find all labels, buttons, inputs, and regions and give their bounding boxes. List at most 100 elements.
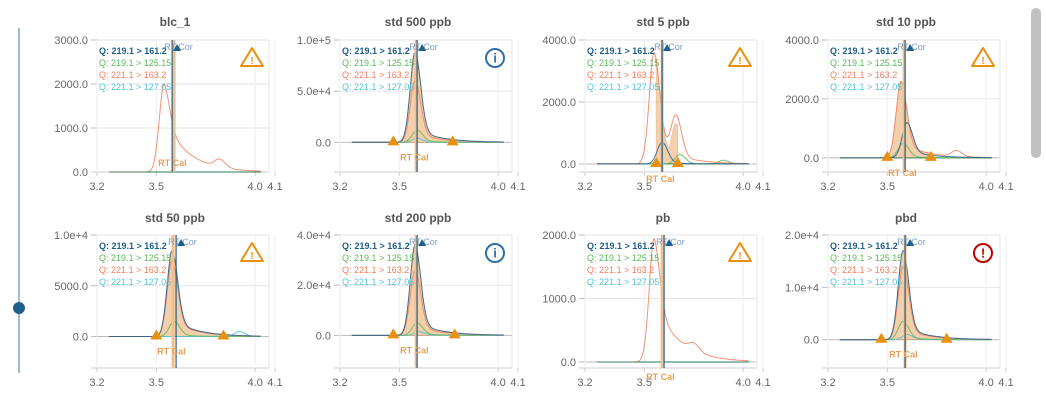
integrated-area	[886, 81, 932, 159]
x-tick-label: 4.1	[267, 181, 282, 193]
chart-panel: blc_1 3000.0 2000.0 1000.0 0.03.2 3.5 4.0 4.1 RT…	[54, 15, 282, 193]
chart-title: std 500 ppb	[385, 15, 452, 29]
legend-item: Q: 221.1 > 127.05	[587, 277, 659, 287]
x-tick-label: 3.2	[820, 181, 835, 193]
y-tick-label: 0.0	[804, 153, 819, 165]
y-tick-label: 2000.0	[542, 230, 576, 242]
integration-boundary-marker	[446, 135, 459, 146]
integration-boundary-marker	[150, 329, 163, 340]
x-tick-label: 4.1	[998, 181, 1013, 193]
x-tick-label: 4.1	[510, 181, 525, 193]
warning-glyph: !	[250, 251, 253, 262]
x-tick-label: 3.5	[149, 181, 164, 193]
vertical-scrollbar[interactable]	[1029, 0, 1043, 402]
info-icon: i	[485, 48, 505, 68]
rt-cal-label: RT Cal	[888, 168, 917, 178]
rt-cor-marker	[177, 239, 186, 246]
legend-item: Q: 219.1 > 125.15	[99, 58, 171, 68]
integration-boundary-marker	[671, 156, 684, 167]
y-tick-label: 4000.0	[542, 35, 576, 47]
rt-cal-label: RT Cal	[646, 372, 675, 382]
trace-line	[839, 121, 992, 159]
legend-item: Q: 221.1 > 127.05	[99, 277, 171, 287]
trace-line	[108, 249, 261, 337]
legend-item: Q: 219.1 > 161.2	[587, 46, 655, 56]
x-tick-label: 3.2	[820, 377, 835, 389]
legend-item: Q: 221.1 > 127.05	[99, 82, 171, 92]
status-circle	[973, 243, 993, 263]
x-tick-label: 4.0	[248, 181, 263, 193]
chart-panel: std 5 ppb 4000.0 2000.0 0.03.2 3.5 4.0 4.1 RT C…	[542, 15, 770, 193]
rt-cor-marker	[663, 44, 672, 51]
trace-line	[351, 51, 504, 143]
y-tick-label: 2.0e+4	[785, 230, 819, 242]
x-tick-label: 4.0	[736, 377, 751, 389]
x-tick-label: 4.1	[755, 181, 770, 193]
y-tick-label: 3000.0	[54, 35, 88, 47]
x-tick-label: 3.5	[392, 377, 407, 389]
charts-canvas: blc_1 3000.0 2000.0 1000.0 0.0 3.2 3.5 4.0 4.1 RT…	[54, 15, 1014, 389]
x-tick-label: 3.5	[392, 181, 407, 193]
legend-item: Q: 221.1 > 127.05	[830, 82, 902, 92]
y-tick-label: 5000.0	[54, 281, 88, 293]
status-circle	[485, 243, 505, 263]
warning-triangle	[240, 47, 264, 67]
x-tick-label: 3.5	[637, 377, 652, 389]
x-tick-label: 4.0	[248, 377, 263, 389]
y-tick-label: 4.0e+4	[297, 230, 331, 242]
rt-cal-label: RT Cal	[400, 152, 429, 162]
x-tick-label: 4.1	[267, 377, 282, 389]
y-tick-label: 1.0e+4	[54, 230, 88, 242]
legend-item: Q: 219.1 > 125.15	[342, 58, 414, 68]
rt-cor-marker	[665, 239, 674, 246]
info-glyph: i	[493, 51, 497, 66]
y-tick-label: 2000.0	[54, 79, 88, 91]
status-circle	[485, 48, 505, 68]
chart-title: pb	[656, 211, 671, 225]
warning-glyph: !	[981, 56, 984, 67]
x-tick-label: 3.5	[637, 181, 652, 193]
trace-line	[839, 249, 992, 341]
integration-boundary-marker	[387, 135, 400, 146]
y-tick-label: 4000.0	[785, 35, 819, 47]
chart-panel: std 10 ppb 4000.0 2000.0 0.0 3.2 3.5 4.0 4.1 RT …	[785, 15, 1013, 193]
scrollbar-thumb[interactable]	[1031, 8, 1041, 158]
warning-triangle	[728, 242, 752, 262]
trace-line	[351, 244, 504, 336]
x-tick-label: 3.2	[89, 377, 104, 389]
y-tick-label: 1.0e+5	[297, 35, 331, 47]
x-tick-label: 4.0	[979, 377, 994, 389]
integration-boundary-marker	[448, 328, 461, 339]
legend-item: Q: 221.1 > 163.2	[342, 265, 409, 275]
sample-slider-handle[interactable]	[13, 302, 25, 314]
chart-title: blc_1	[160, 15, 191, 29]
x-tick-label: 3.2	[332, 377, 347, 389]
rt-cor-marker	[173, 44, 182, 51]
chart-title: std 200 ppb	[385, 211, 452, 225]
info-icon: i	[485, 243, 505, 263]
error-icon: !	[973, 243, 993, 263]
x-tick-label: 3.5	[880, 377, 895, 389]
integration-boundary-marker	[940, 332, 953, 343]
x-tick-label: 3.2	[577, 181, 592, 193]
warning-glyph: !	[738, 251, 741, 262]
warning-icon: !	[728, 242, 752, 262]
integration-boundary-marker	[650, 156, 663, 167]
legend-item: Q: 219.1 > 125.15	[587, 253, 659, 263]
y-tick-label: 0.0	[73, 332, 88, 344]
integration-boundary-marker	[924, 150, 937, 161]
legend-item: Q: 219.1 > 125.15	[830, 58, 902, 68]
y-tick-label: 1000.0	[542, 293, 576, 305]
y-tick-label: 2000.0	[542, 97, 576, 109]
sample-slider-track[interactable]	[18, 28, 20, 373]
legend-item: Q: 221.1 > 127.05	[342, 277, 414, 287]
chart-title: std 5 ppb	[636, 15, 689, 29]
legend-item: Q: 221.1 > 163.2	[99, 70, 166, 80]
chart-title: std 10 ppb	[876, 15, 936, 29]
warning-icon: !	[240, 242, 264, 262]
legend-item: Q: 219.1 > 161.2	[342, 241, 410, 251]
legend-item: Q: 221.1 > 127.05	[830, 277, 902, 287]
warning-icon: !	[240, 47, 264, 67]
